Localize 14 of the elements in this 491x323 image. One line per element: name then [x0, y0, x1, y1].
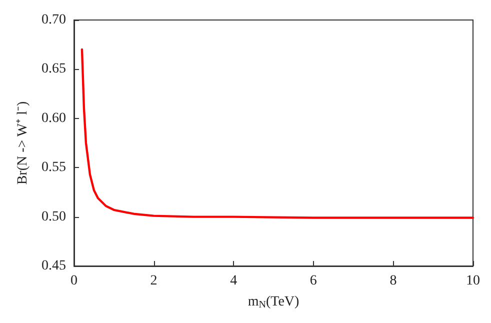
y-axis-title: Br(N -> W⁺ l⁻): [16, 100, 30, 185]
line-series: [80, 48, 474, 219]
x-tick-label: 6: [310, 274, 317, 288]
x-tick-label: 4: [230, 274, 238, 288]
y-tick-label: 0.60: [42, 110, 66, 126]
x-tick-label: 2: [150, 274, 158, 288]
y-tick-label: 0.50: [42, 209, 66, 224]
y-tick-label: 0.70: [42, 12, 66, 28]
y-tick-label: 0.45: [42, 258, 66, 274]
x-tick-label: 10: [466, 274, 480, 288]
x-tick-label: 8: [390, 274, 397, 288]
x-tick-label: 0: [70, 274, 78, 288]
y-tick-label: 0.65: [42, 62, 66, 77]
y-tick-label: 0.55: [42, 160, 66, 176]
